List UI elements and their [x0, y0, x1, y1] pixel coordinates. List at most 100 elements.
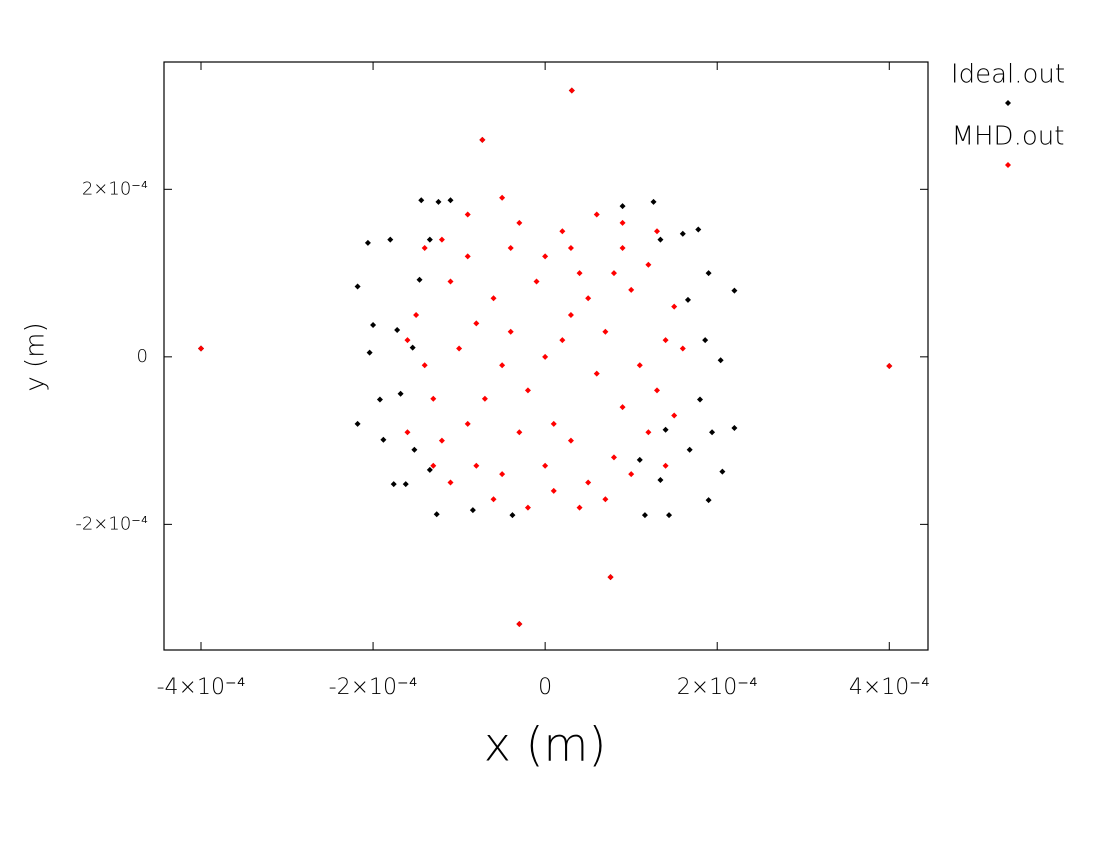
point: [426, 466, 433, 473]
point: [447, 278, 454, 285]
point: [473, 462, 480, 469]
point: [719, 468, 726, 475]
point: [657, 236, 664, 243]
x-tick-label: 2×10⁻⁴: [677, 675, 758, 700]
point: [390, 481, 397, 488]
point: [619, 404, 626, 411]
legend-marker: [1005, 100, 1011, 106]
y-tick-label: 2×10⁻⁴: [82, 178, 148, 199]
point: [542, 253, 549, 260]
point: [610, 454, 617, 461]
point: [524, 504, 531, 511]
point: [481, 395, 488, 402]
point: [576, 270, 583, 277]
point: [364, 239, 371, 246]
plot-frame: [163, 61, 929, 651]
point: [354, 420, 361, 427]
point: [402, 481, 409, 488]
point: [602, 496, 609, 503]
point: [404, 337, 411, 344]
point: [619, 219, 626, 226]
point: [516, 621, 523, 628]
x-tick-label: -4×10⁻⁴: [157, 675, 246, 700]
point: [705, 270, 712, 277]
legend-marker: [1005, 162, 1011, 168]
point: [559, 337, 566, 344]
point: [567, 437, 574, 444]
point: [653, 387, 660, 394]
point: [421, 244, 428, 251]
point: [628, 471, 635, 478]
point: [394, 327, 401, 334]
point: [671, 412, 678, 419]
point: [413, 311, 420, 318]
point: [593, 211, 600, 218]
point: [509, 512, 516, 519]
point: [376, 396, 383, 403]
point: [516, 429, 523, 436]
point: [705, 497, 712, 504]
point: [490, 295, 497, 302]
point: [370, 322, 377, 329]
point: [473, 320, 480, 327]
point: [409, 344, 416, 351]
point: [404, 429, 411, 436]
point: [702, 337, 709, 344]
point: [550, 487, 557, 494]
point: [421, 362, 428, 369]
legend-label: MHD.out: [952, 122, 1065, 152]
point: [886, 363, 893, 370]
point: [387, 236, 394, 243]
point: [456, 345, 463, 352]
point: [499, 362, 506, 369]
point: [619, 203, 626, 210]
point: [662, 462, 669, 469]
point: [684, 296, 691, 303]
point: [567, 244, 574, 251]
point: [568, 87, 575, 94]
point: [679, 345, 686, 352]
point: [709, 429, 716, 436]
point: [197, 345, 204, 352]
point: [662, 337, 669, 344]
point: [354, 283, 361, 290]
point: [438, 236, 445, 243]
point: [426, 236, 433, 243]
point: [679, 230, 686, 237]
point: [430, 395, 437, 402]
point: [397, 390, 404, 397]
point: [524, 387, 531, 394]
point: [602, 328, 609, 335]
y-tick-label: 0: [137, 346, 148, 367]
point: [585, 479, 592, 486]
point: [662, 426, 669, 433]
point: [641, 512, 648, 519]
point: [567, 311, 574, 318]
point: [619, 244, 626, 251]
x-tick-label: 0: [538, 675, 552, 700]
point: [666, 512, 673, 519]
point: [717, 357, 724, 364]
point: [650, 198, 657, 205]
point: [416, 276, 423, 283]
point: [657, 476, 664, 483]
point: [585, 295, 592, 302]
y-axis-label: y (m): [21, 322, 51, 391]
x-tick-label: 4×10⁻⁴: [849, 675, 930, 700]
point: [380, 436, 387, 443]
point: [559, 228, 566, 235]
point: [464, 211, 471, 218]
point: [593, 370, 600, 377]
point: [438, 437, 445, 444]
point: [507, 244, 514, 251]
point: [464, 420, 471, 427]
point: [628, 286, 635, 293]
point: [499, 194, 506, 201]
x-axis-label: x (m): [484, 718, 607, 772]
point: [671, 303, 678, 310]
point: [447, 479, 454, 486]
point: [636, 456, 643, 463]
point: [636, 362, 643, 369]
point: [516, 219, 523, 226]
